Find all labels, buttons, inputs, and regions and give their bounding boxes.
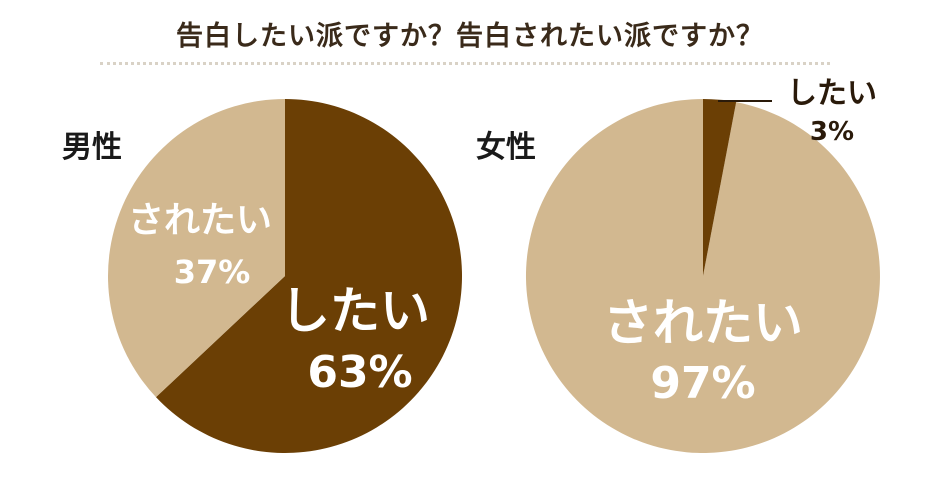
- label-male-saretai: されたい: [128, 200, 272, 241]
- slice-female-shitai: [703, 99, 737, 276]
- label-female-shitai: したい: [787, 76, 877, 111]
- title-divider: [100, 62, 830, 65]
- slice-male-saretai: [108, 99, 285, 398]
- label-female-saretai: されたい: [603, 294, 803, 352]
- slice-male-shitai: [155, 99, 463, 454]
- value-female-saretai: 97%: [650, 358, 755, 409]
- value-female-shitai: 3%: [810, 117, 854, 147]
- value-male-shitai: 63%: [307, 347, 412, 398]
- group-label-female: 女性: [476, 130, 536, 165]
- chart-title: 告白したい派ですか？告白されたい派ですか？: [176, 21, 764, 52]
- pie-male: されたい 37% したい 63%: [108, 99, 463, 454]
- label-male-shitai: したい: [280, 282, 430, 340]
- value-male-saretai: 37%: [174, 253, 251, 291]
- pie-female: したい 3% されたい 97%: [525, 76, 880, 453]
- slice-female-saretai: [525, 99, 880, 453]
- group-label-male: 男性: [62, 130, 122, 165]
